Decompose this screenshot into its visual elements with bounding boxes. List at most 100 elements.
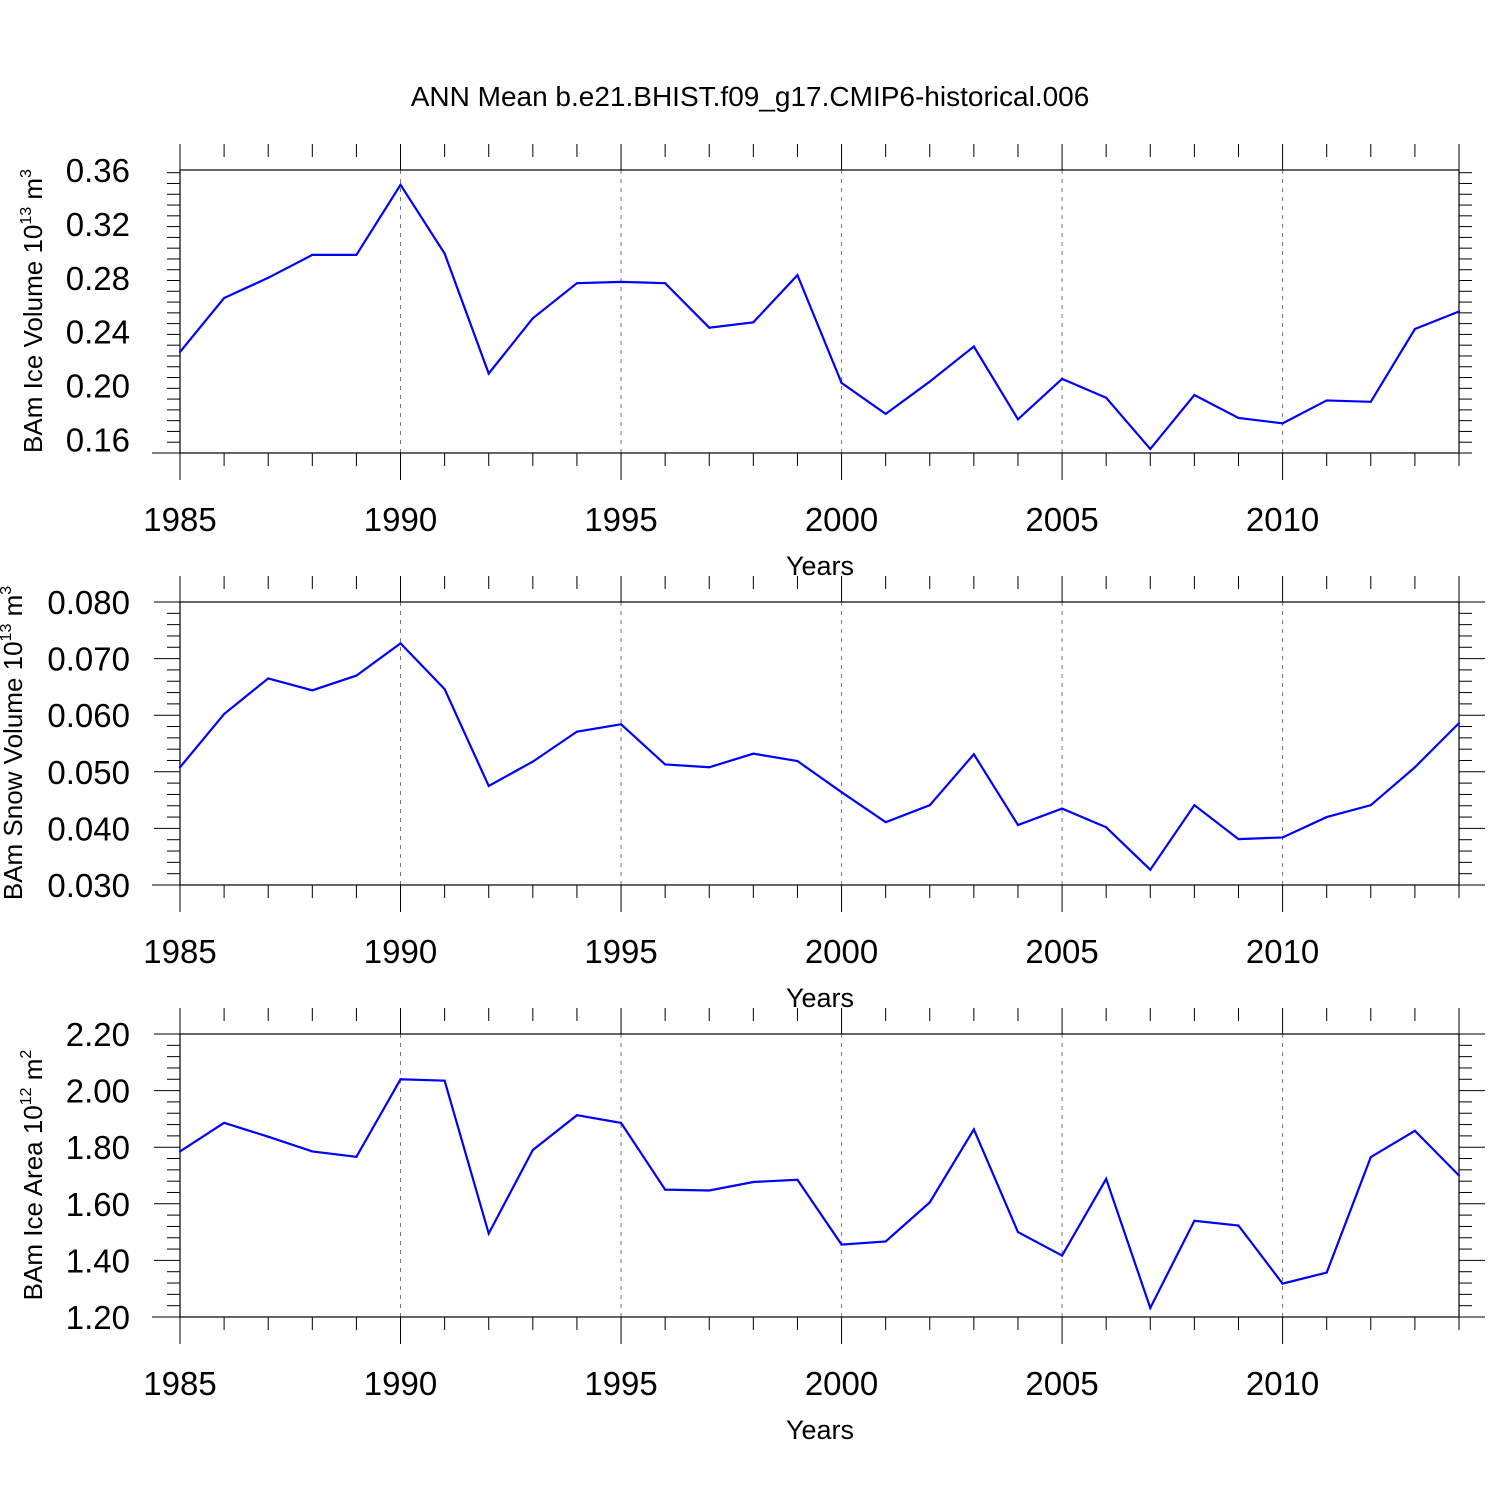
x-axis-title: Years bbox=[786, 551, 854, 581]
data-point bbox=[1370, 804, 1372, 806]
y-axis-title-superscript: 3 bbox=[18, 169, 35, 178]
chart-figure: ANN Mean b.e21.BHIST.f09_g17.CMIP6-histo… bbox=[0, 0, 1500, 1500]
data-point bbox=[752, 1181, 754, 1183]
data-point bbox=[1017, 1231, 1019, 1233]
y-tick-label: 2.20 bbox=[66, 1016, 130, 1053]
data-point bbox=[179, 351, 181, 353]
data-point bbox=[1281, 422, 1283, 424]
x-tick-label: 2010 bbox=[1246, 933, 1319, 970]
y-axis-title-part: BAm Snow Volume 10 bbox=[0, 641, 28, 900]
y-axis-title: BAm Ice Volume 1013 m3 bbox=[18, 169, 48, 453]
data-point bbox=[1281, 1283, 1283, 1285]
data-point bbox=[973, 345, 975, 347]
y-tick-label: 0.050 bbox=[47, 754, 130, 791]
x-tick-label: 1990 bbox=[364, 933, 437, 970]
x-tick-label: 1985 bbox=[143, 1365, 216, 1402]
data-point bbox=[1149, 1307, 1151, 1309]
data-point bbox=[355, 674, 357, 676]
data-point bbox=[1370, 401, 1372, 403]
y-tick-label: 0.32 bbox=[66, 206, 130, 243]
y-axis-title-superscript: 13 bbox=[0, 624, 15, 642]
data-point bbox=[1370, 1156, 1372, 1158]
data-point bbox=[885, 413, 887, 415]
data-point bbox=[399, 642, 401, 644]
data-point bbox=[1414, 328, 1416, 330]
data-point bbox=[267, 677, 269, 679]
data-point bbox=[796, 274, 798, 276]
data-point bbox=[1149, 448, 1151, 450]
x-tick-label: 1985 bbox=[143, 933, 216, 970]
data-point bbox=[576, 282, 578, 284]
x-tick-label: 2005 bbox=[1025, 1365, 1098, 1402]
x-tick-label: 1995 bbox=[584, 1365, 657, 1402]
data-point bbox=[840, 791, 842, 793]
data-point bbox=[1458, 1174, 1460, 1176]
data-point bbox=[1061, 1254, 1063, 1256]
data-point bbox=[399, 184, 401, 186]
series-line bbox=[180, 1079, 1459, 1308]
y-tick-label: 0.030 bbox=[47, 867, 130, 904]
data-point bbox=[179, 766, 181, 768]
data-point bbox=[267, 277, 269, 279]
y-tick-label: 0.080 bbox=[47, 584, 130, 621]
y-axis-title-superscript: 12 bbox=[18, 1087, 35, 1105]
x-axis-title: Years bbox=[786, 1415, 854, 1445]
data-point bbox=[1193, 1220, 1195, 1222]
data-point bbox=[355, 254, 357, 256]
data-point bbox=[664, 282, 666, 284]
data-point bbox=[664, 1189, 666, 1191]
data-point bbox=[223, 1122, 225, 1124]
y-axis-title-part: m bbox=[18, 178, 48, 207]
data-point bbox=[399, 1078, 401, 1080]
x-tick-label: 2000 bbox=[805, 501, 878, 538]
data-point bbox=[223, 297, 225, 299]
y-axis-title-part: BAm Ice Area 10 bbox=[18, 1105, 48, 1300]
data-point bbox=[1326, 399, 1328, 401]
data-point bbox=[620, 723, 622, 725]
data-point bbox=[1149, 869, 1151, 871]
x-tick-label: 2000 bbox=[805, 933, 878, 970]
data-point bbox=[1061, 378, 1063, 380]
data-point bbox=[1105, 1178, 1107, 1180]
data-point bbox=[1326, 1271, 1328, 1273]
y-tick-label: 0.070 bbox=[47, 641, 130, 678]
plot-frame bbox=[180, 170, 1459, 453]
y-tick-label: 0.20 bbox=[66, 368, 130, 405]
y-tick-label: 1.40 bbox=[66, 1242, 130, 1279]
data-point bbox=[1458, 310, 1460, 312]
series-line bbox=[180, 643, 1459, 869]
data-point bbox=[444, 1080, 446, 1082]
data-point bbox=[973, 753, 975, 755]
data-point bbox=[885, 821, 887, 823]
plot-frame bbox=[180, 602, 1459, 885]
data-point bbox=[1237, 417, 1239, 419]
data-point bbox=[1105, 397, 1107, 399]
series-line bbox=[180, 185, 1459, 449]
y-axis-title-superscript: 3 bbox=[0, 586, 15, 595]
y-tick-label: 0.24 bbox=[66, 314, 130, 351]
data-point bbox=[929, 380, 931, 382]
data-point bbox=[532, 1149, 534, 1151]
data-point bbox=[1414, 766, 1416, 768]
data-point bbox=[532, 317, 534, 319]
ice-area-panel: 1.20 1.40 1.60 1.80 2.00 2.20 1985 1990 1995 2000… bbox=[18, 1008, 1485, 1445]
data-point bbox=[267, 1136, 269, 1138]
data-point bbox=[1458, 722, 1460, 724]
data-point bbox=[929, 1201, 931, 1203]
figure-title: ANN Mean b.e21.BHIST.f09_g17.CMIP6-histo… bbox=[411, 81, 1090, 112]
data-point bbox=[1017, 418, 1019, 420]
data-point bbox=[179, 1150, 181, 1152]
data-point bbox=[929, 804, 931, 806]
y-tick-label: 1.60 bbox=[66, 1186, 130, 1223]
data-point bbox=[1061, 807, 1063, 809]
data-point bbox=[576, 1114, 578, 1116]
data-point bbox=[1193, 394, 1195, 396]
data-point bbox=[532, 761, 534, 763]
data-point bbox=[444, 252, 446, 254]
data-point bbox=[488, 785, 490, 787]
plot-frame bbox=[180, 1034, 1459, 1317]
y-axis-title-superscript: 2 bbox=[18, 1050, 35, 1059]
data-point bbox=[796, 760, 798, 762]
data-point bbox=[1105, 826, 1107, 828]
data-point bbox=[708, 766, 710, 768]
